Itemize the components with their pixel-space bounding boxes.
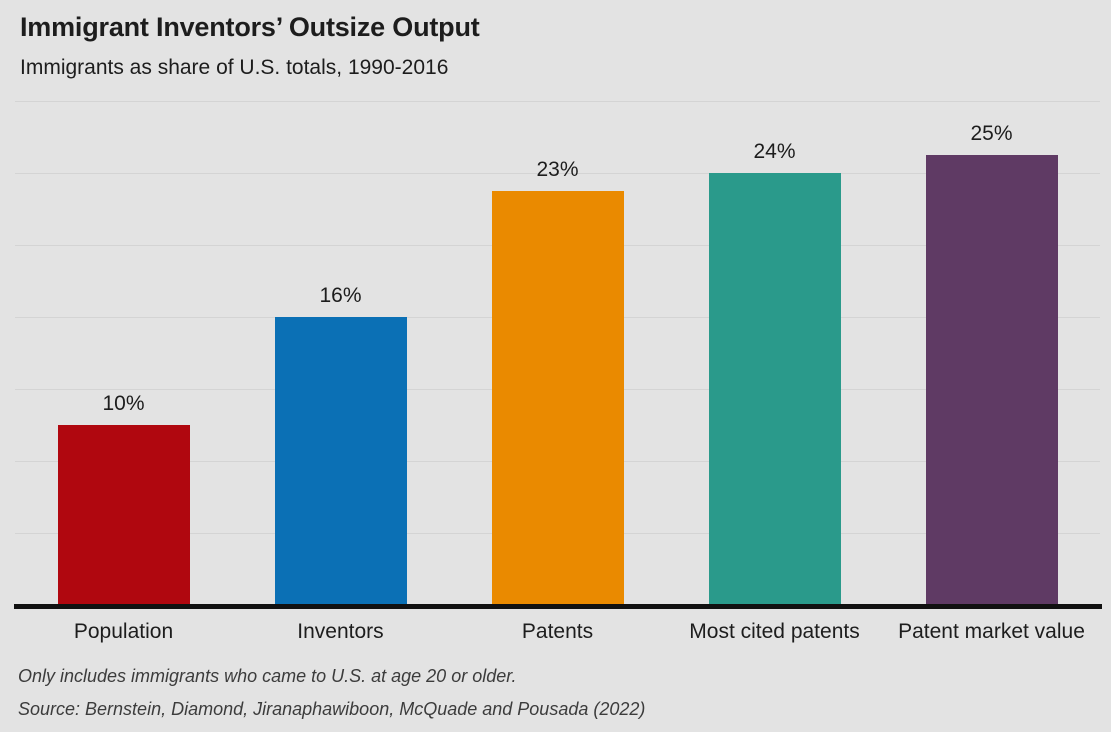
x-axis-label: Inventors [297,620,384,643]
x-axis-label: Patent market value [898,620,1085,643]
chart-source: Source: Bernstein, Diamond, Jiranaphawib… [18,699,646,719]
bar-value-label: 16% [319,284,362,307]
bar-patent-market-value [925,155,1058,605]
bar-value-label: 24% [753,140,796,163]
bar-inventors [274,317,407,605]
chart-subtitle: Immigrants as share of U.S. totals, 1990… [20,56,449,79]
bar-value-label: 25% [970,122,1013,145]
bar-patents [491,191,624,605]
bar-most-cited-patents [708,173,841,605]
gridline-24pct [15,173,1100,174]
x-axis-label: Patents [521,620,594,643]
x-axis-line [14,604,1102,609]
x-axis-label: Most cited patents [689,620,860,643]
x-axis-label: Population [73,620,174,643]
chart-title: Immigrant Inventors’ Outsize Output [20,12,480,42]
bar-value-label: 10% [102,392,145,415]
bar-population [57,425,190,605]
bar-value-label: 23% [536,158,579,181]
gridline-28pct [15,101,1100,102]
chart-footnote: Only includes immigrants who came to U.S… [18,666,517,686]
